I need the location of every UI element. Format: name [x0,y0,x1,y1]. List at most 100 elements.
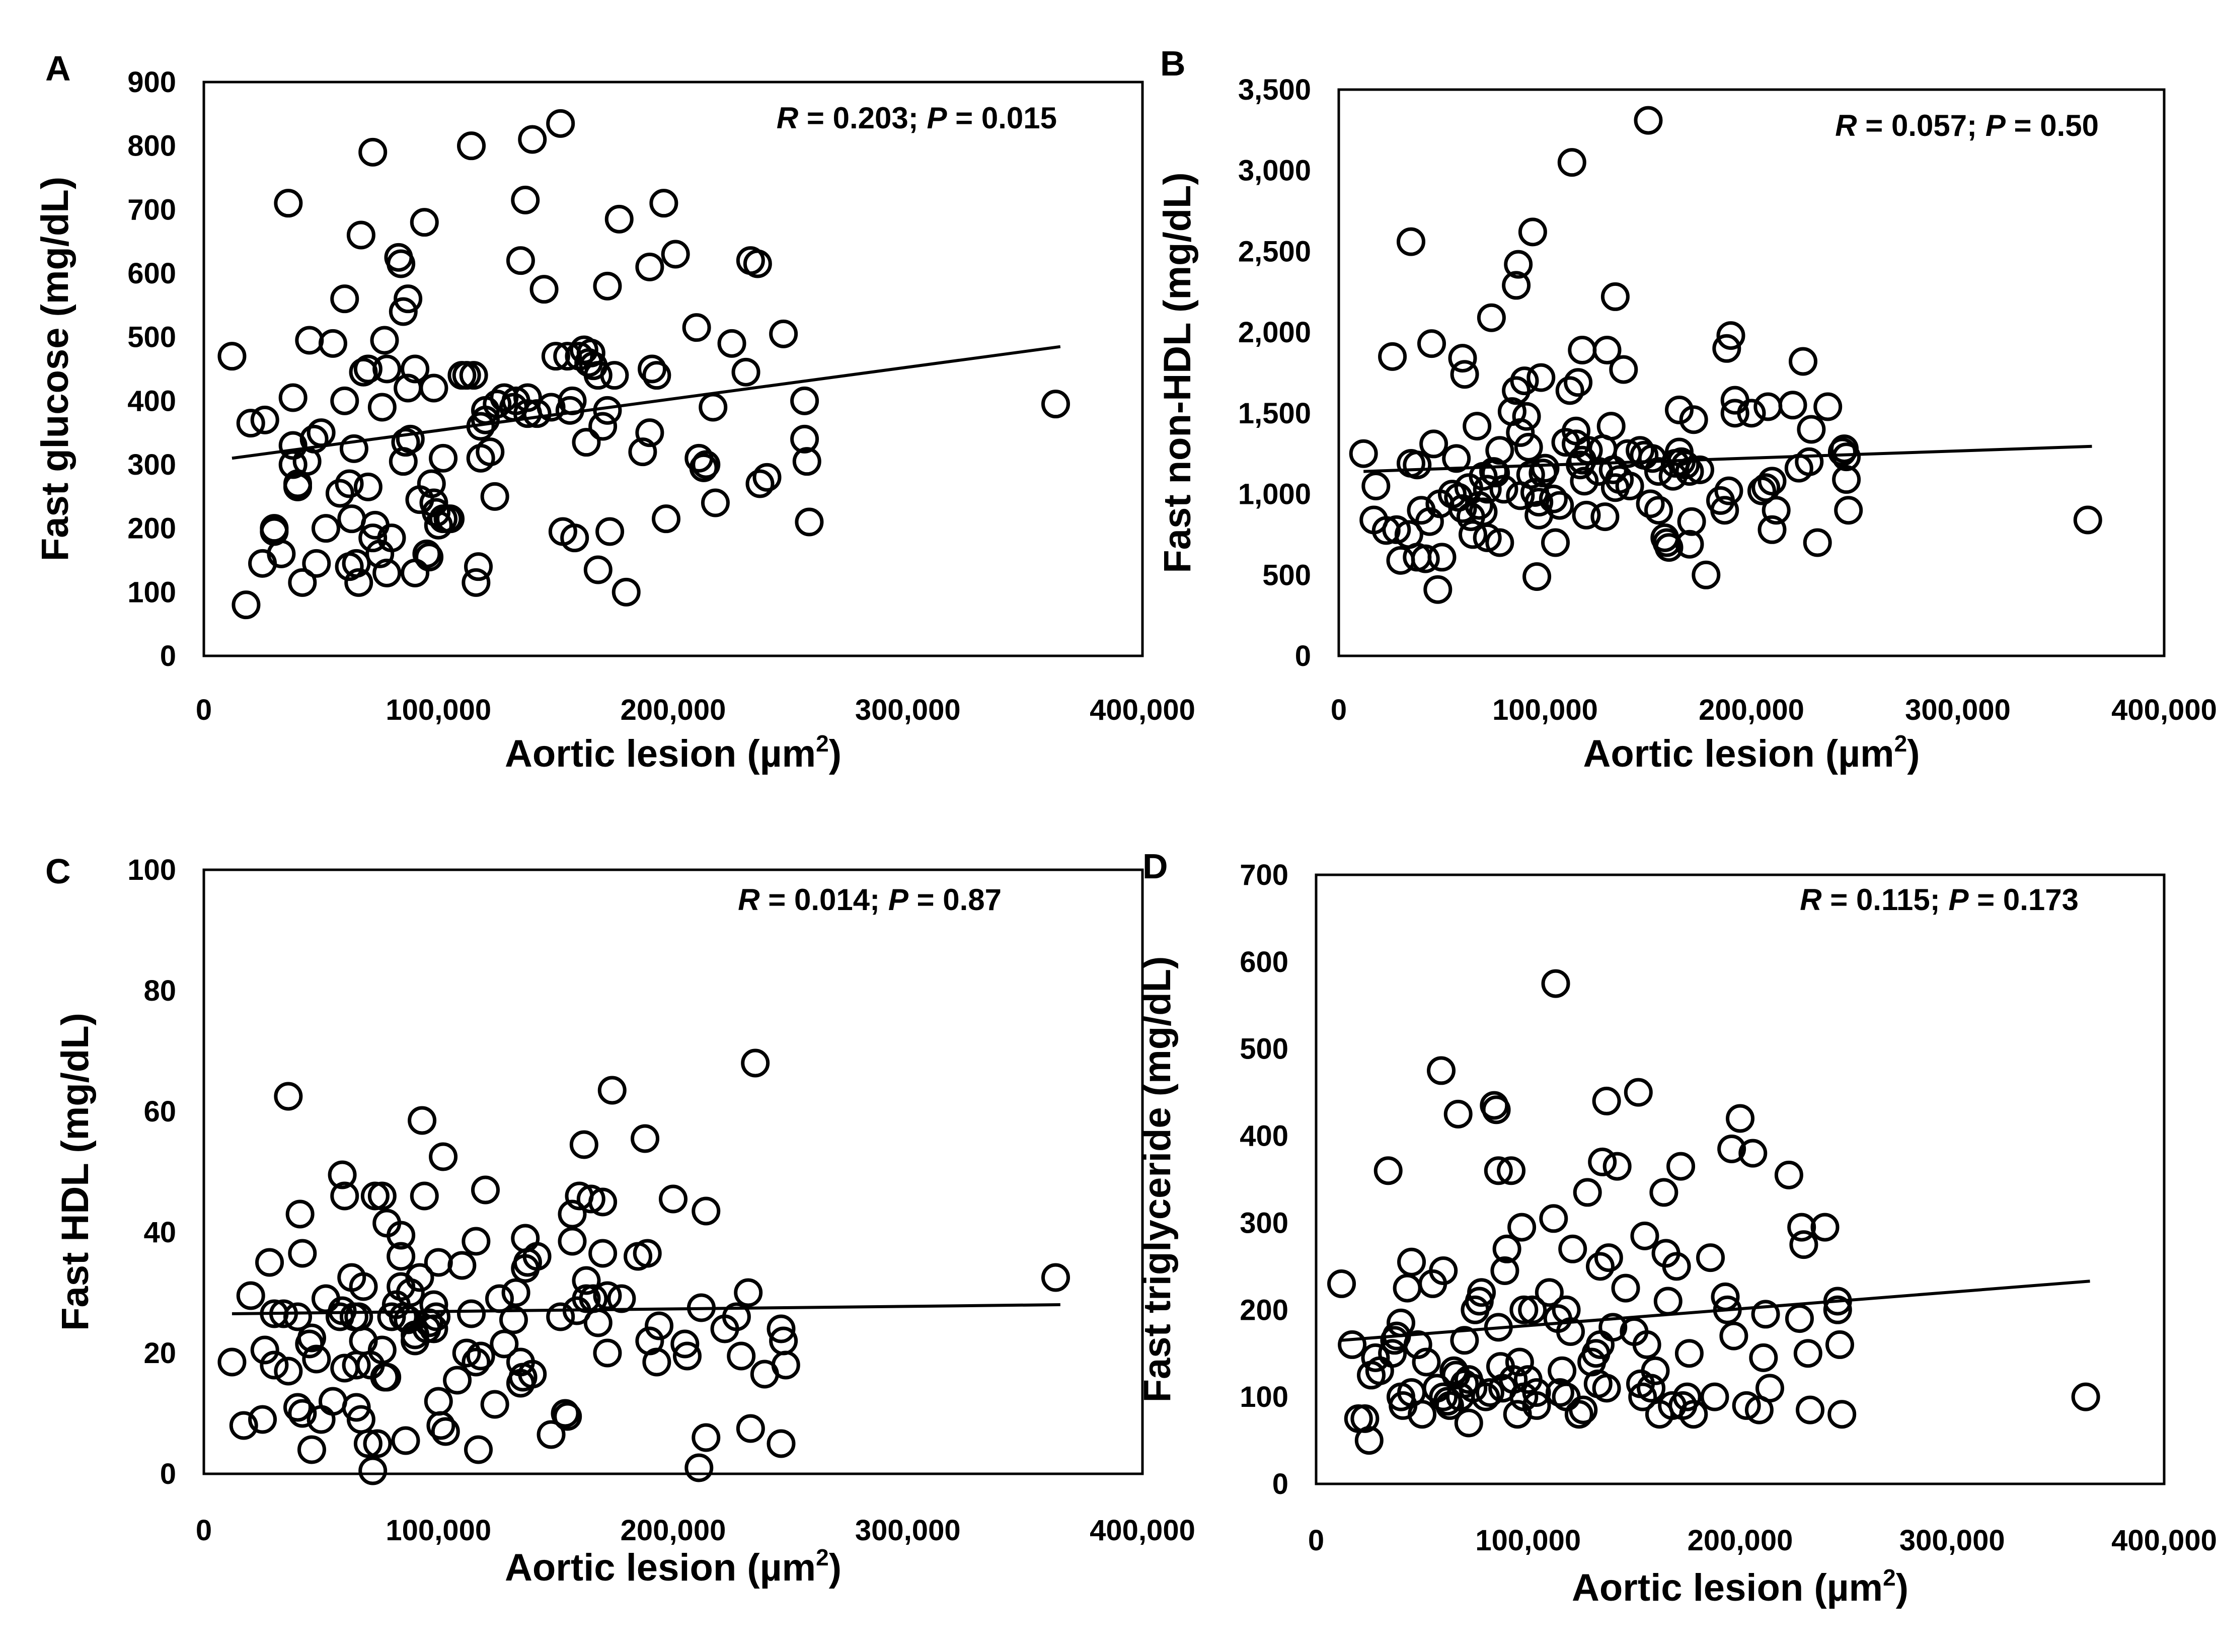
data-point [363,1429,392,1458]
data-point [307,418,336,447]
data-point [267,539,296,568]
data-point [1827,1400,1857,1429]
data-point [419,1290,448,1319]
panel-letter: D [1142,847,1168,886]
stat-p-value: = 0.015 [947,101,1057,135]
data-point [377,523,406,553]
data-point [288,1239,317,1268]
y-tick-label: 20 [143,1337,176,1370]
data-point [1710,496,1739,525]
y-tick-label: 3,500 [1238,73,1311,106]
data-point [1568,336,1597,364]
data-point [490,1329,519,1359]
data-point [318,1387,347,1416]
stat-annotation: R = 0.014; P = 0.87 [738,883,1002,917]
data-point [1522,562,1552,591]
trend-line [1341,1280,2090,1342]
data-point [1747,476,1776,505]
x-axis-title-close: ) [829,1546,842,1589]
data-point [1641,1356,1670,1385]
y-tick-label: 100 [1240,1381,1288,1413]
stat-p-value: = 0.173 [1968,883,2079,917]
data-point [1810,1213,1840,1242]
data-point [1753,392,1783,421]
x-axis-title-superscript: 2 [816,730,829,757]
data-point [283,472,312,501]
data-point [1492,1234,1521,1263]
data-point [1569,1395,1598,1424]
data-point [1785,1304,1814,1333]
data-point [447,1251,477,1280]
data-point [1787,1213,1816,1242]
data-point [1738,1139,1768,1168]
data-point [1585,1252,1615,1281]
data-point [684,1453,714,1482]
data-point [642,361,671,390]
data-point [1429,1256,1458,1285]
data-point [1679,405,1708,434]
data-point [628,437,657,467]
y-axis-title: Fast non-HDL (mg/dL) [1156,172,1199,573]
data-point [339,434,368,463]
data-point [1497,1156,1526,1185]
x-axis-title: Aortic lesion (µm2) [1572,1564,1908,1609]
data-point [600,361,629,390]
data-point [1778,391,1807,420]
data-point [1592,1374,1621,1403]
data-point [633,1239,662,1268]
x-axis-title: Aortic lesion (µm2) [505,1544,842,1589]
data-point [1465,491,1494,520]
y-tick-label: 0 [160,640,176,672]
trend-line [232,1303,1060,1315]
data-point [1797,415,1826,444]
data-point [426,1411,455,1440]
x-tick-label: 300,000 [855,694,961,726]
data-point [1634,106,1663,135]
data-point [607,1284,636,1313]
data-point [424,1248,453,1277]
data-point [1677,507,1706,536]
data-point [464,552,493,581]
data-point [1473,475,1502,504]
data-point [689,453,718,482]
data-point [1726,1104,1754,1133]
data-point [1397,227,1425,256]
data-point [330,284,359,314]
data-point [546,1302,575,1331]
y-tick-label: 400 [127,385,176,417]
data-point [342,1393,371,1422]
data-point [462,1227,491,1256]
data-point [501,1278,530,1307]
data-points [1349,106,2102,604]
data-point [649,189,678,218]
y-tick-label: 100 [127,854,176,886]
data-point [424,1387,453,1416]
data-point [410,208,439,237]
data-point [1671,450,1700,480]
data-point [443,1366,472,1395]
data-point [1823,1295,1852,1324]
data-point [1596,412,1626,441]
y-tick-label: 900 [127,66,176,99]
x-tick-label: 100,000 [386,1514,491,1547]
x-axis-title-text: Aortic lesion (µm [505,732,816,775]
x-tick-label: 400,000 [2111,694,2216,726]
data-point [457,131,486,161]
data-point [405,1263,434,1292]
data-point [595,517,625,546]
data-point [396,424,425,454]
data-point [1598,1313,1628,1342]
data-point [353,472,383,501]
data-point [1662,1252,1691,1281]
data-point [377,1302,406,1331]
data-point [1834,496,1863,525]
x-tick-label: 200,000 [1699,694,1804,726]
data-point [1751,1300,1780,1329]
panel-letter: C [45,852,71,891]
data-point [1454,1408,1483,1438]
data-point [661,240,690,269]
data-point [299,424,329,454]
data-point [387,1242,416,1271]
y-tick-label: 600 [127,257,176,290]
x-axis-title-superscript: 2 [1883,1564,1896,1591]
